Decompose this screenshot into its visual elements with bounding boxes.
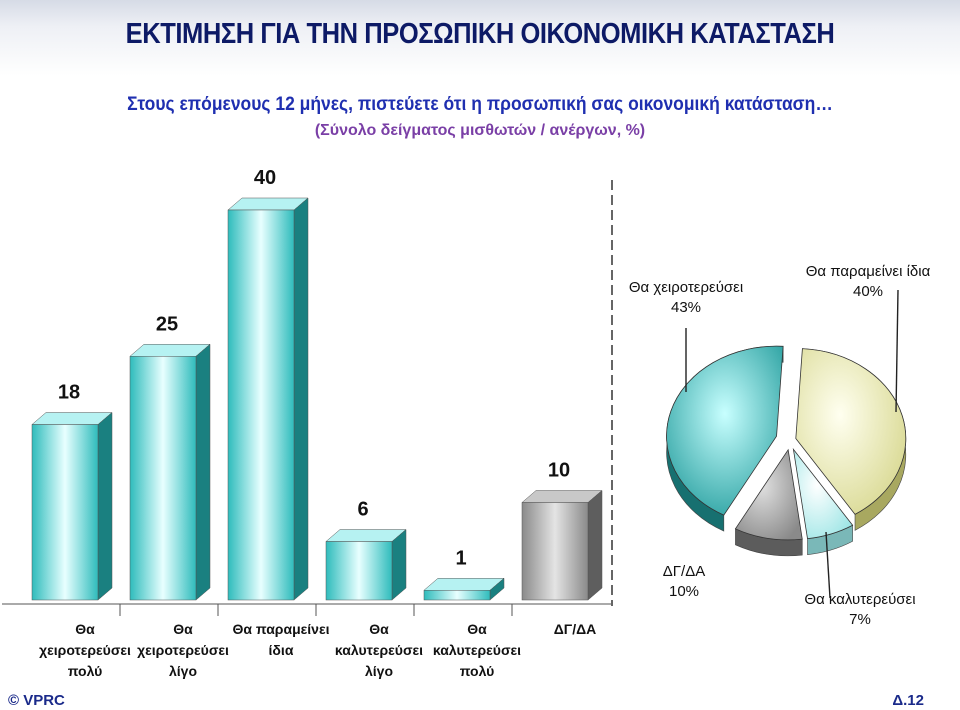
bar-side bbox=[587, 489, 603, 601]
category-label: Θα bbox=[75, 621, 95, 637]
bar bbox=[129, 356, 197, 601]
bar bbox=[31, 424, 99, 601]
bar bbox=[227, 209, 295, 601]
bar-value-label: 10 bbox=[548, 460, 570, 482]
pie-label: ΔΓ/ΔΑ bbox=[663, 563, 705, 580]
pie-slice bbox=[734, 448, 803, 541]
bar bbox=[423, 590, 491, 601]
bar-value-label: 1 bbox=[455, 547, 466, 569]
category-label: Θα bbox=[369, 621, 389, 637]
bar-value-label: 18 bbox=[58, 382, 80, 404]
bar bbox=[325, 541, 393, 601]
category-label: ίδια bbox=[269, 642, 294, 658]
bar-side bbox=[195, 343, 211, 601]
chart-subtitle: Στους επόμενους 12 μήνες, πιστεύετε ότι … bbox=[127, 94, 833, 115]
pie-slice bbox=[795, 348, 907, 515]
bar-value-label: 40 bbox=[254, 167, 276, 189]
pie-label: Θα χειροτερεύσει bbox=[629, 279, 743, 296]
bar-side bbox=[391, 528, 407, 601]
page-title: ΕΚΤΙΜΗΣΗ ΓΙΑ ΤΗΝ ΠΡΟΣΩΠΙΚΗ ΟΙΚΟΝΟΜΙΚΗ ΚΑ… bbox=[125, 18, 835, 50]
bar bbox=[521, 502, 589, 601]
copyright-label: © VPRC bbox=[8, 692, 65, 709]
pie-value-label: 7% bbox=[849, 611, 871, 628]
category-label: πολύ bbox=[460, 663, 495, 679]
category-label: καλυτερεύσει bbox=[335, 642, 423, 658]
pie-slice bbox=[792, 447, 854, 540]
pie-value-label: 43% bbox=[671, 299, 701, 316]
category-label: λίγο bbox=[365, 663, 393, 679]
bar-value-label: 6 bbox=[357, 499, 368, 521]
category-label: ΔΓ/ΔΑ bbox=[554, 621, 597, 637]
pie-value-label: 10% bbox=[669, 583, 699, 600]
category-label: χειροτερεύσει bbox=[137, 642, 229, 658]
bar-side bbox=[97, 411, 113, 601]
category-label: πολύ bbox=[68, 663, 103, 679]
leader-line bbox=[825, 531, 831, 599]
category-label: Θα bbox=[467, 621, 487, 637]
bar-value-label: 25 bbox=[156, 313, 178, 335]
slide-number: Δ.12 bbox=[892, 692, 924, 709]
leader-line bbox=[895, 289, 899, 413]
category-label: χειροτερεύσει bbox=[39, 642, 131, 658]
bar-side bbox=[293, 197, 309, 601]
bar-chart: 18 Θα χειροτερεύσει πολύ 25 Θα χειροτερεύσει λί… bbox=[2, 167, 612, 679]
category-label: λίγο bbox=[169, 663, 197, 679]
category-label: καλυτερεύσει bbox=[433, 642, 521, 658]
sample-note: (Σύνολο δείγματος μισθωτών / ανέργων, %) bbox=[314, 122, 646, 139]
pie-slice bbox=[666, 345, 784, 516]
pie-value-label: 40% bbox=[853, 283, 883, 300]
category-label: Θα παραμείνει bbox=[232, 621, 329, 637]
pie-label: Θα καλυτερεύσει bbox=[804, 591, 915, 608]
category-label: Θα bbox=[173, 621, 193, 637]
pie-label: Θα παραμείνει ίδια bbox=[806, 263, 931, 280]
header-band bbox=[0, 0, 960, 76]
pie-chart: Θα παραμείνει ίδια 40% Θα καλυτερεύσει 7% ΔΓ… bbox=[629, 263, 931, 628]
